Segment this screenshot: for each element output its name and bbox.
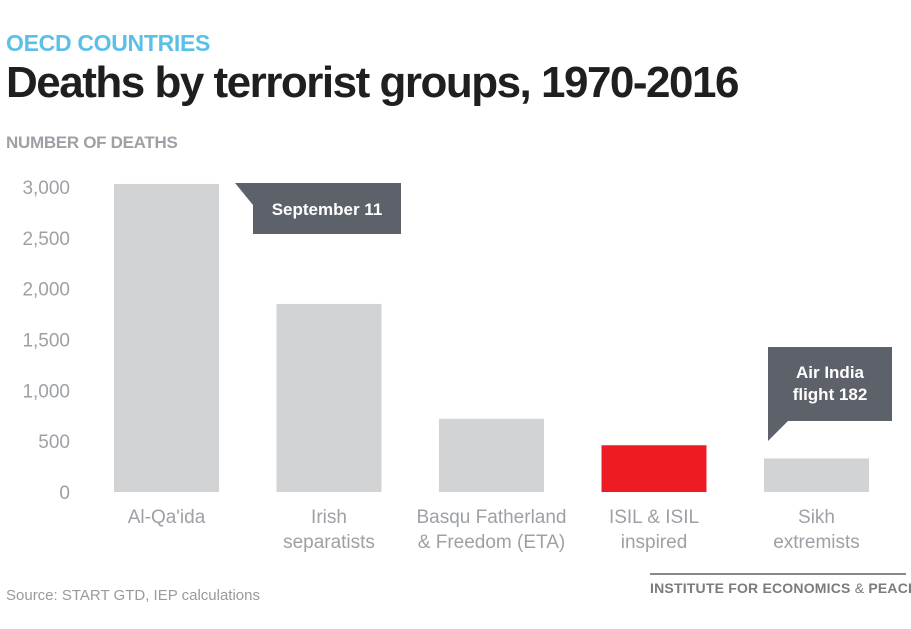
brand-text: INSTITUTE FOR ECONOMICS [650,580,851,596]
annotation-callout [768,347,892,441]
bar [276,303,382,492]
x-tick-label: & Freedom (ETA) [418,532,565,553]
y-tick-label: 500 [38,432,70,453]
annotation-box [768,347,892,441]
bar [601,445,707,492]
bar-chart: 0 500 1,000 1,500 2,000 2,500 3,000 Al-Qa'ida Ir… [22,178,892,553]
x-tick-label: Al-Qa'ida [128,507,206,528]
x-tick-label: separatists [283,532,375,553]
x-tick-label: ISIL & ISIL [609,507,699,528]
x-tick-label: Irish [311,507,347,528]
y-axis-label: NUMBER OF DEATHS [6,133,178,152]
brand-ampersand: & [854,580,865,596]
annotation-text: September 11 [272,200,383,219]
y-tick-label: 2,000 [22,280,70,301]
x-tick-label: inspired [621,532,688,553]
y-tick-label: 2,500 [22,229,70,250]
chart-title: Deaths by terrorist groups, 1970-2016 [6,58,739,107]
source-note: Source: START GTD, IEP calculations [6,587,260,604]
brand-text-end: PEACE [868,580,911,596]
annotation-box [235,183,401,234]
x-tick-label: extremists [773,532,860,553]
bar [764,458,869,492]
y-tick-label: 0 [59,483,70,504]
y-tick-label: 3,000 [22,178,70,199]
y-tick-label: 1,500 [22,331,70,352]
brand-divider [650,573,906,575]
brand-logo: INSTITUTE FOR ECONOMICS & PEACE [650,580,911,596]
y-tick-label: 1,000 [22,381,70,402]
bar [114,183,219,492]
annotation-text: Air India [796,363,865,382]
annotation-callout [235,183,401,234]
chart-supertitle: OECD COUNTRIES [6,30,211,56]
x-tick-label: Basqu Fatherland [417,507,567,528]
x-tick-label: Sikh [798,507,835,528]
annotation-text: flight 182 [793,385,868,404]
bar [439,418,544,492]
